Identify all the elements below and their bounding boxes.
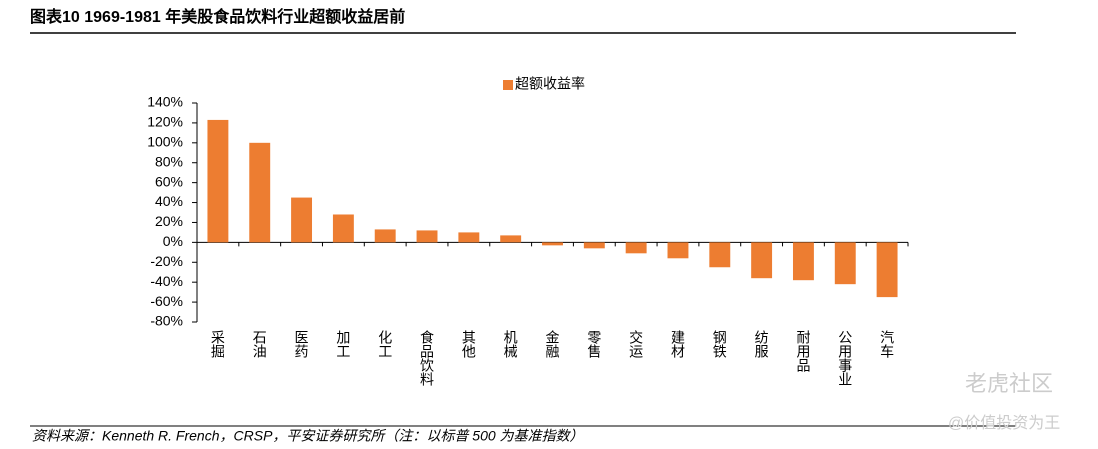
- x-tick-label: 金融: [545, 330, 561, 358]
- x-tick-label: 交运: [628, 329, 644, 359]
- y-tick-label: 40%: [155, 193, 183, 209]
- x-tick-label: 耐用品: [795, 330, 811, 372]
- bar: [667, 242, 689, 259]
- bar: [876, 242, 898, 298]
- bar: [751, 242, 773, 279]
- bar: [709, 242, 731, 268]
- legend-swatch: [503, 80, 513, 90]
- x-tick-label: 零售: [586, 330, 602, 358]
- bar: [500, 235, 522, 243]
- y-tick-label: 120%: [147, 114, 183, 130]
- x-tick-label: 汽车: [879, 330, 895, 358]
- watermark-handle: @价值投资为王: [948, 414, 1060, 432]
- x-tick-label: 医药: [294, 330, 310, 358]
- y-tick-label: -60%: [150, 293, 183, 309]
- source-note: 资料来源：Kenneth R. French，CRSP，平安证券研究所（注：以标…: [32, 428, 584, 444]
- legend-label: 超额收益率: [515, 76, 585, 92]
- y-tick-label: -20%: [150, 253, 183, 269]
- bar: [542, 242, 563, 246]
- bar: [207, 119, 229, 243]
- bar: [583, 242, 605, 249]
- x-tick-label: 钢铁: [712, 330, 728, 358]
- y-tick-label: -40%: [150, 273, 183, 289]
- bar: [416, 230, 438, 243]
- bar: [625, 242, 647, 254]
- y-tick-label: 140%: [147, 94, 183, 110]
- bar: [834, 242, 856, 285]
- y-tick-label: -80%: [150, 313, 183, 329]
- y-tick-label: 0%: [163, 233, 183, 249]
- x-tick-label: 采掘: [210, 330, 226, 358]
- y-tick-label: 60%: [155, 173, 183, 189]
- bar: [249, 142, 271, 243]
- x-tick-label: 机械: [503, 330, 519, 358]
- x-tick-label: 其他: [461, 330, 477, 359]
- x-tick-label: 石油: [252, 330, 268, 358]
- bar: [332, 214, 354, 243]
- y-tick-label: 80%: [155, 153, 183, 169]
- header-title: 图表10 1969-1981 年美股食品饮料行业超额收益居前: [30, 7, 405, 26]
- bar: [291, 197, 313, 243]
- bar: [374, 229, 396, 243]
- x-tick-label: 建材: [670, 330, 686, 358]
- y-tick-label: 100%: [147, 134, 183, 150]
- watermark-brand: 老虎社区: [965, 371, 1053, 396]
- bar: [792, 242, 814, 281]
- x-tick-label: 公用事业: [837, 330, 853, 386]
- x-tick-label: 加工: [335, 330, 351, 358]
- x-tick-label: 化工: [377, 330, 393, 358]
- y-tick-label: 20%: [155, 213, 183, 229]
- x-tick-label: 纺服: [754, 330, 770, 359]
- bar: [458, 232, 480, 243]
- x-tick-label: 食品饮料: [419, 329, 435, 386]
